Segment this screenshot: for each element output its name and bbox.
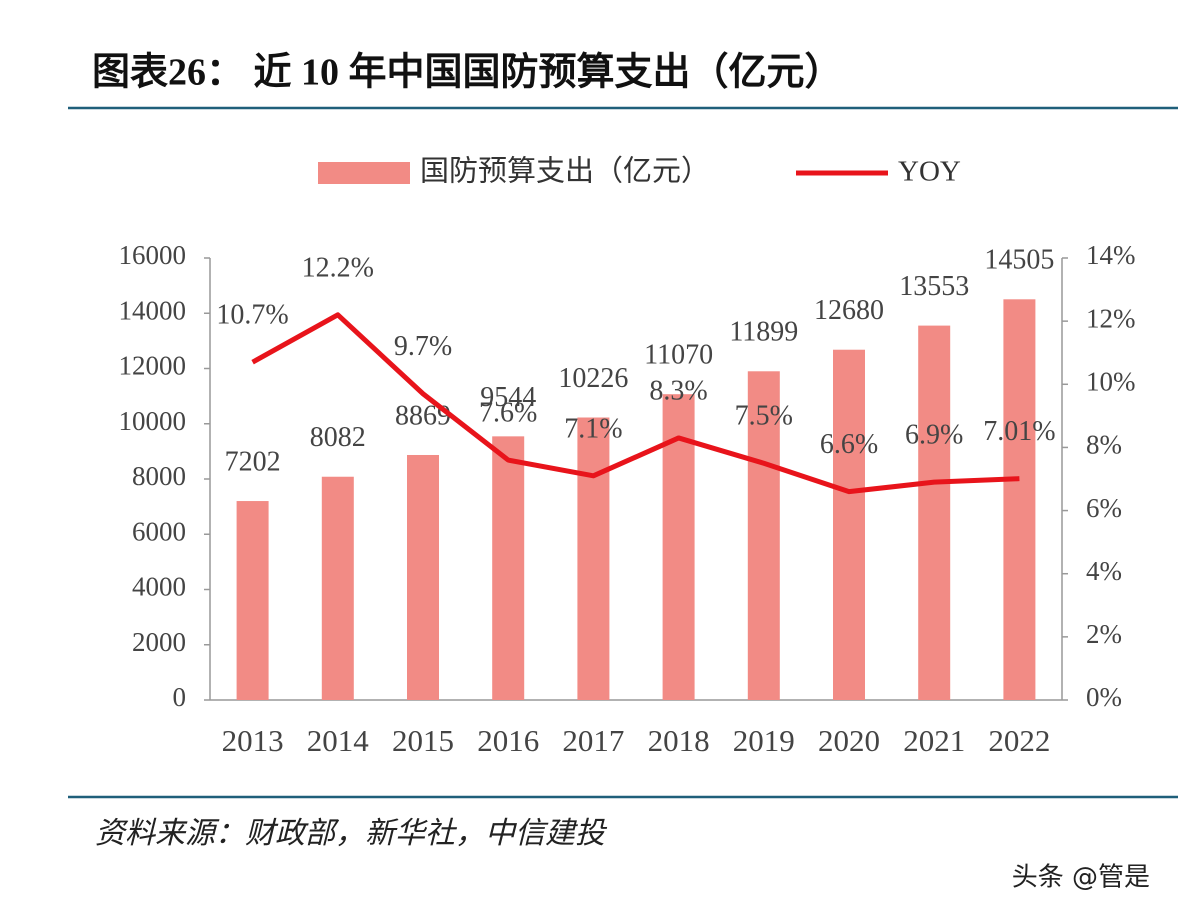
x-tick-label: 2022 xyxy=(988,723,1050,758)
bar-value-label: 7202 xyxy=(225,446,281,477)
chart-title: 图表26： 近 10 年中国国防预算支出（亿元） xyxy=(92,52,843,94)
y2-tick-label: 12% xyxy=(1086,303,1136,333)
x-tick-label: 2017 xyxy=(562,723,624,758)
bar xyxy=(1003,299,1036,700)
line-value-label: 9.7% xyxy=(394,331,452,362)
x-tick-label: 2021 xyxy=(903,723,965,758)
bar-value-label: 11070 xyxy=(644,340,713,371)
yoy-line xyxy=(251,312,1020,495)
y-tick-label: 12000 xyxy=(119,351,187,381)
legend-label: 国防预算支出（亿元） xyxy=(420,155,710,188)
y2-tick-label: 4% xyxy=(1086,556,1122,586)
bar xyxy=(918,325,951,700)
bar-value-label: 14505 xyxy=(984,245,1054,276)
legend-swatch xyxy=(318,162,410,184)
x-tick-label: 2019 xyxy=(733,723,795,758)
bar xyxy=(833,349,865,700)
line-value-label: 7.01% xyxy=(983,416,1055,447)
bar-value-label: 13553 xyxy=(899,271,969,302)
x-tick-label: 2018 xyxy=(648,723,710,758)
y-tick-label: 4000 xyxy=(132,572,186,602)
bar xyxy=(747,371,780,700)
bar-value-label: 10226 xyxy=(558,363,628,394)
bar-value-label: 12680 xyxy=(814,295,884,326)
watermark: 头条 @管是 xyxy=(1012,863,1150,893)
y2-tick-label: 6% xyxy=(1086,493,1122,523)
bar-value-label: 11899 xyxy=(729,317,798,348)
line-value-label: 8.3% xyxy=(649,375,707,406)
bar-value-label: 9544 xyxy=(480,382,536,413)
y-tick-label: 8000 xyxy=(132,461,186,491)
y-tick-label: 10000 xyxy=(119,406,187,436)
line-value-label: 6.9% xyxy=(905,420,963,451)
y2-tick-label: 10% xyxy=(1086,366,1136,396)
y2-tick-label: 2% xyxy=(1086,619,1122,649)
bar xyxy=(236,501,269,700)
y2-tick-label: 8% xyxy=(1086,430,1122,460)
bar-value-label: 8082 xyxy=(310,422,366,453)
x-tick-label: 2016 xyxy=(477,723,539,758)
x-tick-label: 2015 xyxy=(392,723,454,758)
y-tick-label: 6000 xyxy=(132,516,186,546)
y-tick-label: 2000 xyxy=(132,627,186,657)
x-tick-label: 2014 xyxy=(307,723,370,758)
y-tick-label: 16000 xyxy=(119,240,187,270)
line-value-label: 7.6% xyxy=(479,397,537,428)
bar xyxy=(321,476,354,700)
bar xyxy=(407,454,439,700)
y2-tick-label: 14% xyxy=(1086,240,1136,270)
legend-label: YOY xyxy=(898,156,961,188)
line-value-label: 7.1% xyxy=(564,413,622,444)
line-value-label: 10.7% xyxy=(216,300,288,331)
y2-tick-label: 0% xyxy=(1086,682,1122,712)
bar xyxy=(492,436,525,700)
x-tick-label: 2020 xyxy=(818,723,880,758)
y-tick-label: 0 xyxy=(173,682,187,712)
bar-value-label: 8869 xyxy=(395,400,451,431)
x-tick-label: 2013 xyxy=(222,723,284,758)
line-value-label: 7.5% xyxy=(735,401,793,432)
line-value-label: 6.6% xyxy=(820,429,878,460)
source: 资料来源：财政部，新华社，中信建投 xyxy=(95,817,608,850)
y-tick-label: 14000 xyxy=(119,295,187,325)
bar xyxy=(577,417,610,700)
line-value-label: 12.2% xyxy=(302,252,374,283)
